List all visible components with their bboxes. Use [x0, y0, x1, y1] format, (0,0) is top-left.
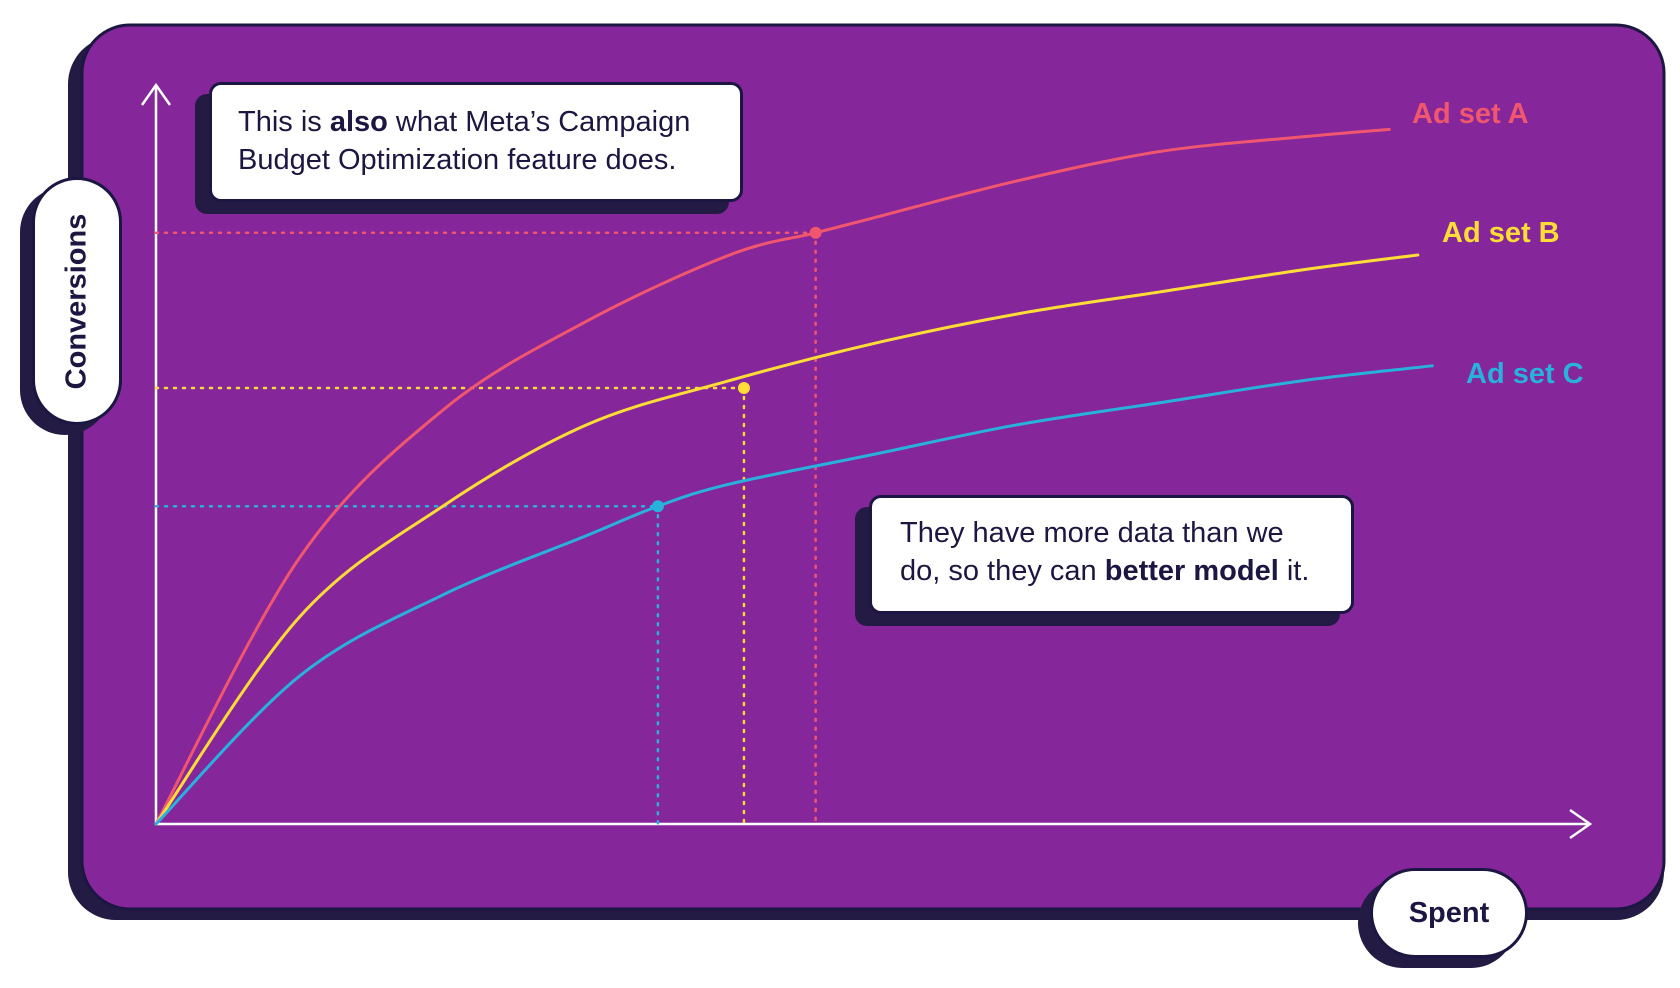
- series-line-ad-set-a: [154, 127, 1391, 826]
- highlight-point-ad-set-c: [651, 500, 664, 513]
- axes: [140, 82, 1593, 840]
- highlight-point-ad-set-b: [737, 381, 750, 394]
- annotation-middle-bold: better model: [1104, 555, 1279, 587]
- annotation-callout-middle: They have more data than we do, so they …: [869, 495, 1354, 614]
- highlight-point-ad-set-a: [809, 226, 822, 239]
- series-line-ad-set-c: [154, 364, 1434, 826]
- annotation-middle-post: it.: [1278, 555, 1310, 587]
- series-label-ad-set-c: Ad set C: [1466, 358, 1584, 390]
- chart-panel: [80, 23, 1666, 911]
- x-axis-arrow: [1569, 808, 1593, 840]
- series-line-ad-set-b: [154, 253, 1420, 826]
- annotation-top-post: what Meta’s Campaign Budget Optimization…: [238, 106, 691, 176]
- x-axis-label: Spent: [1408, 897, 1490, 929]
- x-axis-label-pill: Spent: [1370, 868, 1528, 958]
- annotation-middle-pre: They have more data than we do, so they …: [900, 517, 1284, 587]
- y-axis-label: Conversions: [60, 213, 93, 389]
- y-axis-arrow: [140, 82, 172, 106]
- annotation-top-bold: also: [329, 106, 388, 138]
- series-label-ad-set-b: Ad set B: [1442, 217, 1560, 249]
- y-axis-label-pill: Conversions: [32, 177, 122, 425]
- series-label-ad-set-a: Ad set A: [1412, 98, 1529, 130]
- annotation-callout-top: This is also what Meta’s Campaign Budget…: [209, 82, 743, 202]
- plot-area: [154, 127, 1434, 826]
- annotation-top-pre: This is: [238, 106, 330, 138]
